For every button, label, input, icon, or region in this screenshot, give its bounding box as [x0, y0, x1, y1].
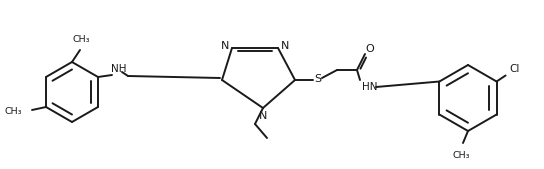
Text: N: N — [221, 41, 229, 51]
Text: O: O — [366, 44, 374, 54]
Text: Cl: Cl — [509, 65, 520, 75]
Text: NH: NH — [111, 64, 127, 74]
Text: N: N — [281, 41, 289, 51]
Text: CH₃: CH₃ — [4, 106, 22, 115]
Text: CH₃: CH₃ — [452, 151, 470, 160]
Text: HN: HN — [362, 82, 378, 92]
Text: CH₃: CH₃ — [72, 35, 90, 44]
Text: S: S — [314, 74, 322, 84]
Text: N: N — [259, 111, 267, 121]
